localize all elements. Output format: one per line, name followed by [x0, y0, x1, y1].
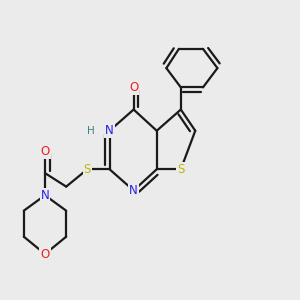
Text: O: O: [129, 81, 138, 94]
Text: H: H: [87, 126, 95, 136]
Text: O: O: [40, 146, 50, 158]
Text: S: S: [84, 163, 91, 176]
Text: S: S: [177, 163, 184, 176]
Text: N: N: [105, 124, 114, 137]
Text: N: N: [40, 189, 50, 202]
Text: N: N: [129, 184, 138, 197]
Text: O: O: [40, 248, 50, 260]
